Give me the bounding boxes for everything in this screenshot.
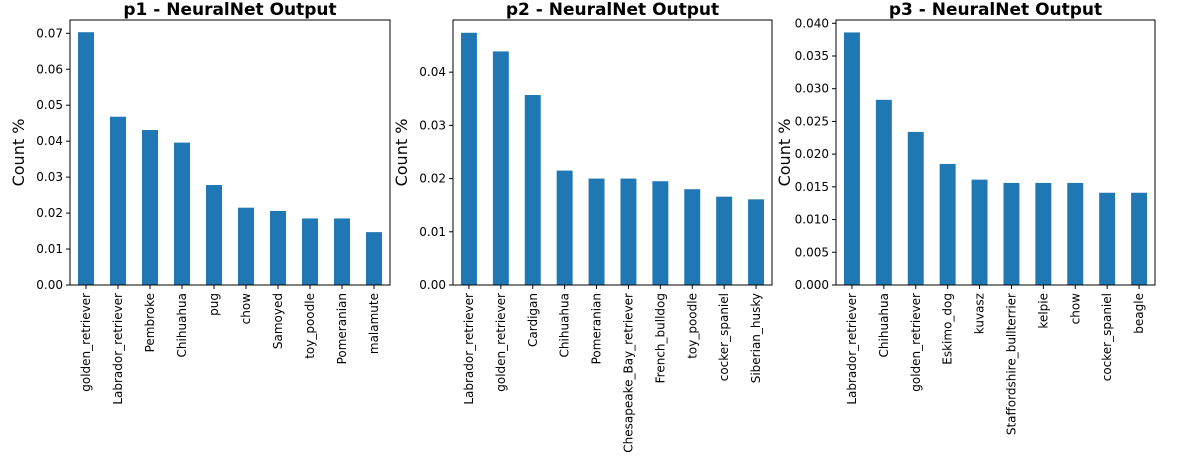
bar-staffordshire-bullterrier: [1003, 182, 1020, 285]
x-tick-label: Eskimo_dog: [941, 293, 955, 365]
bar-cardigan: [524, 95, 541, 285]
y-tick-label: 0.02: [36, 206, 63, 220]
x-tick-label: Pomeranian: [590, 293, 604, 364]
x-tick-label: kuvasz: [973, 293, 987, 334]
y-tick-label: 0.07: [36, 26, 63, 40]
bar-pembroke: [142, 130, 158, 285]
x-tick-label: malamute: [367, 293, 381, 354]
x-tick-label: chow: [1068, 293, 1082, 325]
y-axis-label: Count %: [775, 119, 794, 187]
x-tick-label: Siberian_husky: [749, 293, 763, 383]
bar-pomeranian: [588, 178, 605, 285]
y-axis-label: Count %: [9, 119, 28, 187]
bar-golden-retriever: [78, 32, 94, 286]
bar-chesapeake-bay-retriever: [620, 178, 637, 285]
bar-toy-poodle: [684, 189, 701, 285]
y-tick-label: 0.00: [36, 278, 63, 292]
y-tick-label: 0.03: [36, 170, 63, 184]
bar-labrador-retriever: [843, 32, 860, 286]
y-tick-label: 0.01: [36, 242, 63, 256]
y-tick-label: 0.000: [795, 278, 829, 292]
x-tick-label: Pomeranian: [335, 293, 349, 364]
x-tick-label: chow: [239, 293, 253, 325]
x-tick-label: Staffordshire_bullterrier: [1004, 293, 1018, 435]
bar-cocker-spaniel: [716, 196, 733, 285]
chart-title: p1 - NeuralNet Output: [123, 0, 336, 20]
x-tick-label: toy_poodle: [685, 293, 699, 359]
chart-3: p3 - NeuralNet Output Count % Labrador_ret…: [775, 0, 1156, 435]
bar-labrador-retriever: [460, 32, 477, 285]
x-tick-label: cocker_spaniel: [1100, 293, 1114, 381]
chart-2: p2 - NeuralNet Output Count % Labrador_ret…: [392, 0, 773, 453]
plot-frame: [452, 19, 773, 286]
y-tick-label: 0.00: [419, 278, 446, 292]
x-tick-label: Samoyed: [271, 293, 285, 349]
x-tick-label: Chihuahua: [558, 293, 572, 357]
x-tick-label: Cardigan: [526, 293, 540, 347]
bar-cocker-spaniel: [1099, 192, 1116, 285]
bar-golden-retriever: [492, 51, 509, 286]
bar-french-bulldog: [652, 181, 669, 285]
bar-eskimo-dog: [939, 163, 956, 285]
bar-chihuahua: [174, 142, 190, 285]
y-tick-label: 0.040: [795, 16, 829, 30]
bar-pug: [206, 185, 222, 285]
bar-toy-poodle: [302, 218, 318, 285]
x-tick-label: Pembroke: [143, 293, 157, 352]
bar-malamute: [366, 232, 382, 285]
y-tick-label: 0.01: [419, 225, 446, 239]
x-tick-label: golden_retriever: [79, 293, 93, 392]
plot-frame: [835, 19, 1156, 286]
y-tick-label: 0.035: [795, 49, 829, 63]
y-tick-label: 0.06: [36, 62, 63, 76]
x-tick-label: Chihuahua: [175, 293, 189, 357]
y-tick-label: 0.04: [419, 65, 446, 79]
bar-pomeranian: [334, 218, 350, 285]
bar-chow: [238, 207, 254, 285]
x-tick-label: cocker_spaniel: [717, 293, 731, 381]
y-tick-label: 0.025: [795, 114, 829, 128]
chart-title: p2 - NeuralNet Output: [506, 0, 719, 20]
x-tick-label: Labrador_retriever: [111, 293, 125, 405]
x-tick-label: toy_poodle: [303, 293, 317, 359]
y-tick-label: 0.030: [795, 82, 829, 96]
x-tick-label: beagle: [1132, 293, 1146, 334]
y-tick-label: 0.04: [36, 134, 63, 148]
chart-1: p1 - NeuralNet Output Count % golden_retri…: [9, 0, 391, 405]
y-tick-label: 0.020: [795, 147, 829, 161]
bar-kuvasz: [971, 179, 988, 285]
y-tick-label: 0.05: [36, 98, 63, 112]
bar-labrador-retriever: [110, 116, 126, 285]
bar-beagle: [1131, 192, 1148, 285]
bar-siberian-husky: [748, 199, 765, 285]
bar-samoyed: [270, 210, 286, 285]
x-tick-label: kelpie: [1036, 293, 1050, 329]
plot-frame: [69, 19, 391, 286]
x-tick-label: French_bulldog: [653, 293, 667, 383]
x-tick-label: golden_retriever: [909, 293, 923, 392]
y-tick-label: 0.015: [795, 180, 829, 194]
x-tick-label: pug: [207, 293, 221, 316]
bar-chow: [1067, 182, 1084, 285]
bar-chihuahua: [556, 170, 573, 285]
bar-golden-retriever: [907, 131, 924, 285]
x-tick-label: Labrador_retriever: [462, 293, 476, 405]
x-tick-label: Chesapeake_Bay_retriever: [621, 293, 635, 453]
x-tick-label: Labrador_retriever: [845, 293, 859, 405]
y-tick-label: 0.010: [795, 213, 829, 227]
y-tick-label: 0.005: [795, 245, 829, 259]
bar-kelpie: [1035, 182, 1052, 285]
chart-title: p3 - NeuralNet Output: [889, 0, 1102, 20]
bar-chihuahua: [875, 99, 892, 285]
x-tick-label: golden_retriever: [494, 293, 508, 392]
y-tick-label: 0.02: [419, 172, 446, 186]
x-tick-label: Chihuahua: [877, 293, 891, 357]
y-tick-label: 0.03: [419, 118, 446, 132]
y-axis-label: Count %: [392, 119, 411, 187]
